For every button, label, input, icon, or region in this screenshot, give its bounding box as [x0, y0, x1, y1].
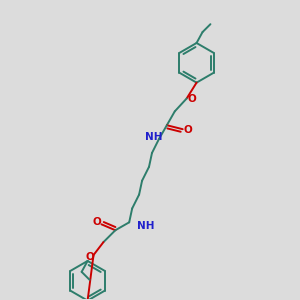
Text: NH: NH	[145, 132, 163, 142]
Text: O: O	[183, 125, 192, 135]
Text: NH: NH	[137, 221, 154, 231]
Text: O: O	[187, 94, 196, 104]
Text: O: O	[85, 252, 94, 262]
Text: O: O	[92, 217, 101, 227]
